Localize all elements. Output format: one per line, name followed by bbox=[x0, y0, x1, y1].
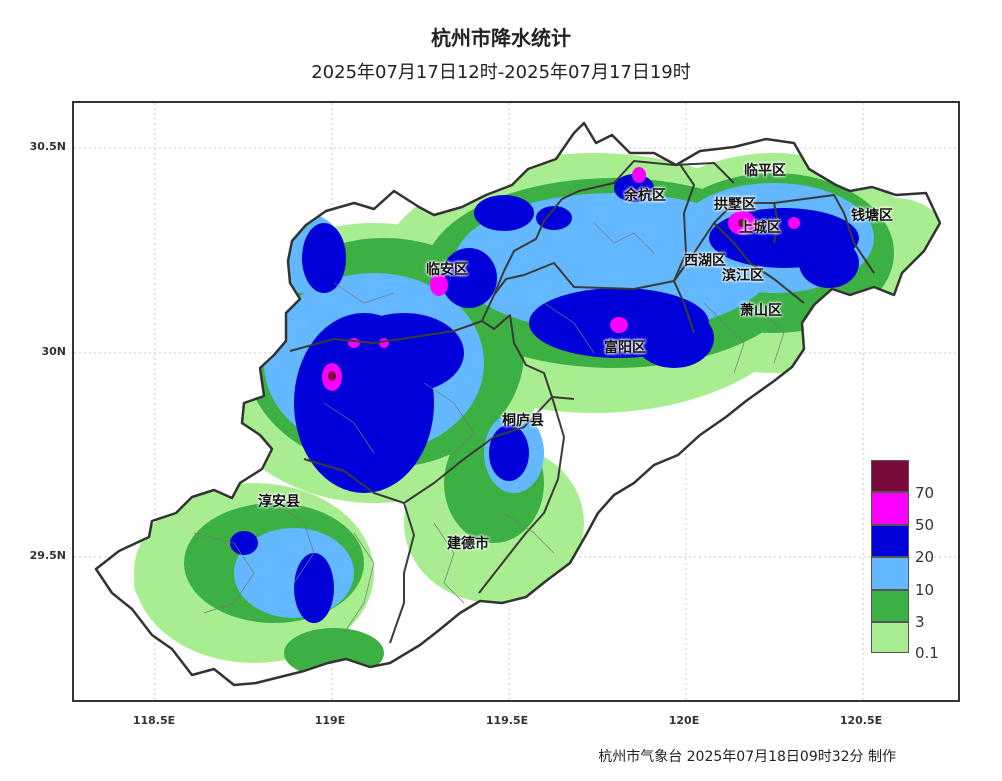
label-xiaoshan: 萧山区 bbox=[740, 303, 782, 319]
legend-label-70: 70 bbox=[915, 484, 935, 502]
label-binjiang: 滨江区 bbox=[722, 268, 764, 284]
x-tick-119.5e: 119.5E bbox=[485, 714, 529, 727]
y-tick-29.5n: 29.5N bbox=[29, 549, 66, 562]
y-tick-30.5n: 30.5N bbox=[29, 140, 66, 153]
precipitation-map bbox=[74, 103, 958, 700]
footer-credit: 杭州市气象台 2025年07月18日09时32分 制作 bbox=[598, 749, 896, 765]
legend-swatch-10 bbox=[871, 557, 909, 590]
map-subtitle: 2025年07月17日12时-2025年07月17日19时 bbox=[311, 62, 691, 83]
label-linan: 临安区 bbox=[426, 262, 468, 278]
x-tick-120.5e: 120.5E bbox=[839, 714, 883, 727]
legend-swatch-20 bbox=[871, 525, 909, 557]
map-frame bbox=[72, 101, 960, 702]
label-jiande: 建德市 bbox=[447, 536, 489, 552]
x-tick-119e: 119E bbox=[314, 714, 346, 727]
legend-label-10: 10 bbox=[915, 581, 935, 599]
label-xihu: 西湖区 bbox=[684, 253, 726, 269]
label-fuyang: 富阳区 bbox=[604, 340, 646, 356]
legend-swatch-50 bbox=[871, 492, 909, 525]
legend-label-20: 20 bbox=[915, 548, 935, 566]
legend-label-0.1: 0.1 bbox=[915, 644, 939, 662]
x-tick-118.5e: 118.5E bbox=[132, 714, 176, 727]
legend-swatch-70 bbox=[871, 460, 909, 492]
legend-label-50: 50 bbox=[915, 516, 935, 534]
label-gongshu: 拱墅区 bbox=[714, 197, 756, 213]
legend-swatch-3 bbox=[871, 590, 909, 622]
label-tonglu: 桐庐县 bbox=[502, 413, 544, 429]
legend-swatch-0.1 bbox=[871, 622, 909, 653]
label-yuhang: 余杭区 bbox=[624, 188, 666, 204]
x-tick-120e: 120E bbox=[668, 714, 700, 727]
label-linping: 临平区 bbox=[744, 163, 786, 179]
legend-label-3: 3 bbox=[915, 613, 925, 631]
label-qiantang: 钱塘区 bbox=[851, 208, 893, 224]
map-title: 杭州市降水统计 bbox=[431, 26, 571, 50]
city-boundary bbox=[94, 121, 942, 687]
y-tick-30n: 30N bbox=[41, 345, 66, 358]
label-shangcheng: 上城区 bbox=[739, 220, 781, 236]
label-chunan: 淳安县 bbox=[258, 494, 300, 510]
